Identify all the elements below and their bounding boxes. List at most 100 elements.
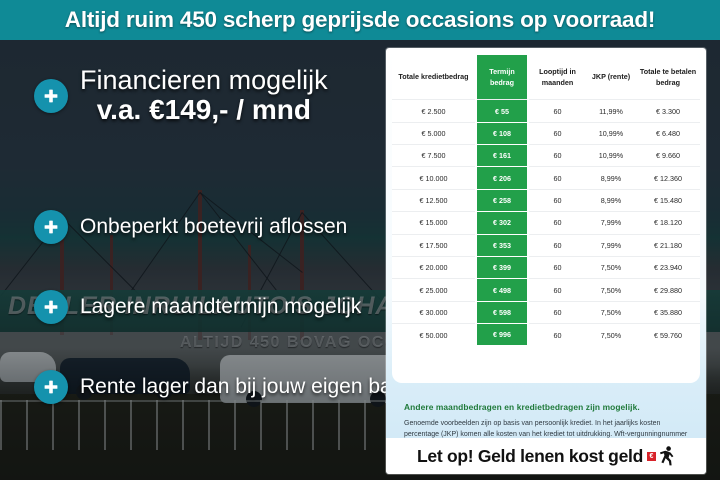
col-header-jkp: JKP (rente) <box>591 72 631 82</box>
cell-looptijd: 60 <box>528 99 586 123</box>
cell-jkp: 11,99% <box>586 99 636 123</box>
cell-krediet: € 2.500 <box>392 99 476 123</box>
table-head: Totale kredietbedrag Termijn bedrag Loop… <box>392 53 700 100</box>
credit-table: Totale kredietbedrag Termijn bedrag Loop… <box>392 53 700 348</box>
cell-looptijd: 60 <box>528 278 586 302</box>
table-row: € 12.500 € 258 60 8,99% € 15.480 <box>392 188 700 212</box>
cell-totaal: € 6.480 <box>636 121 700 145</box>
walking-man-icon <box>659 446 674 466</box>
cell-termijn: € 161 <box>475 144 529 167</box>
cell-termijn: € 55 <box>475 99 529 123</box>
credit-info-card: Totale kredietbedrag Termijn bedrag Loop… <box>386 48 706 474</box>
cell-totaal: € 23.940 <box>636 255 700 279</box>
cell-termijn: € 108 <box>475 121 529 145</box>
table-row: € 5.000 € 108 60 10,99% € 6.480 <box>392 121 700 145</box>
feature-item-aflossen[interactable]: Onbeperkt boetevrij aflossen <box>34 210 347 244</box>
cell-looptijd: 60 <box>528 233 586 257</box>
cell-looptijd: 60 <box>528 323 586 347</box>
cell-looptijd: 60 <box>528 300 586 324</box>
cell-jkp: 7,50% <box>586 255 636 279</box>
table-body: € 2.500 € 55 60 11,99% € 3.300 € 5.000 € 108 60… <box>392 99 700 348</box>
cell-krediet: € 7.500 <box>392 144 476 167</box>
cell-termijn: € 206 <box>475 166 529 190</box>
plus-icon <box>34 78 68 113</box>
cell-jkp: 8,99% <box>586 166 636 190</box>
feature-label: Rente lager dan bij jouw eigen bank <box>80 374 414 398</box>
cell-jkp: 7,50% <box>586 300 636 324</box>
cell-jkp: 7,99% <box>586 211 636 235</box>
plus-icon <box>34 370 68 404</box>
cell-termijn: € 498 <box>475 278 529 302</box>
red-square-icon: € <box>646 451 656 461</box>
hero-line-2: v.a. €149,- / mnd <box>96 94 311 126</box>
cell-krediet: € 12.500 <box>392 188 476 212</box>
cell-termijn: € 399 <box>475 255 529 279</box>
cell-jkp: 10,99% <box>586 121 636 145</box>
cell-krediet: € 25.000 <box>392 278 476 302</box>
feature-item-financiering[interactable]: Financieren mogelijk v.a. €149,- / mnd <box>34 65 380 126</box>
cell-totaal: € 35.880 <box>636 300 700 324</box>
feature-label: Onbeperkt boetevrij aflossen <box>80 214 348 238</box>
cell-looptijd: 60 <box>528 188 586 212</box>
warning-text: Let op! Geld lenen kost geld <box>417 445 643 466</box>
warning-icons: € <box>646 446 675 466</box>
cell-totaal: € 29.880 <box>636 278 700 302</box>
cell-termijn: € 302 <box>475 211 529 235</box>
credit-table-panel: Totale kredietbedrag Termijn bedrag Loop… <box>392 53 700 383</box>
hero-line-1: Financieren mogelijk <box>80 65 328 95</box>
banner-headline: Altijd ruim 450 scherp geprijsde occasio… <box>64 7 656 32</box>
table-row: € 15.000 € 302 60 7,99% € 18.120 <box>392 211 700 235</box>
plus-icon <box>34 290 68 324</box>
table-row: € 25.000 € 498 60 7,50% € 29.880 <box>392 278 700 302</box>
feature-label: Lagere maandtermijn mogelijk <box>80 294 362 318</box>
cell-totaal: € 15.480 <box>636 188 700 212</box>
cell-krediet: € 5.000 <box>392 121 476 145</box>
cell-jkp: 7,50% <box>586 323 636 347</box>
fence <box>0 400 420 450</box>
cell-totaal: € 9.660 <box>636 144 700 167</box>
col-header-totaal: Totale te betalen bedrag <box>639 66 697 87</box>
cell-termijn: € 598 <box>475 300 529 324</box>
cell-looptijd: 60 <box>528 166 586 190</box>
cell-termijn: € 353 <box>475 233 529 257</box>
feature-item-rente[interactable]: Rente lager dan bij jouw eigen bank <box>34 370 414 404</box>
cell-krediet: € 30.000 <box>392 300 476 324</box>
cell-looptijd: 60 <box>528 211 586 235</box>
table-row: € 7.500 € 161 60 10,99% € 9.660 <box>392 144 700 167</box>
table-row: € 30.000 € 598 60 7,50% € 35.880 <box>392 300 700 324</box>
cell-looptijd: 60 <box>528 255 586 279</box>
feature-hero-text: Financieren mogelijk v.a. €149,- / mnd <box>80 65 328 126</box>
cell-termijn: € 996 <box>475 323 529 348</box>
plus-icon <box>34 210 68 244</box>
warning-banner: Let op! Geld lenen kost geld € <box>386 438 706 474</box>
table-row: € 20.000 € 399 60 7,50% € 23.940 <box>392 255 700 279</box>
cell-krediet: € 15.000 <box>392 211 476 235</box>
cell-totaal: € 21.180 <box>636 233 700 257</box>
col-header-looptijd: Looptijd in maanden <box>539 66 576 87</box>
col-header-kredietbedrag: Totale kredietbedrag <box>398 72 469 82</box>
cell-totaal: € 12.360 <box>636 166 700 190</box>
cell-krediet: € 50.000 <box>392 323 476 347</box>
note-title: Andere maandbedragen en kredietbedragen … <box>404 402 640 412</box>
cell-termijn: € 258 <box>475 188 529 212</box>
cell-jkp: 7,99% <box>586 233 636 257</box>
table-header-row: Totale kredietbedrag Termijn bedrag Loop… <box>392 53 700 100</box>
table-row: € 17.500 € 353 60 7,99% € 21.180 <box>392 233 700 257</box>
top-banner: Altijd ruim 450 scherp geprijsde occasio… <box>0 0 720 40</box>
cell-krediet: € 17.500 <box>392 233 476 257</box>
table-row: € 10.000 € 206 60 8,99% € 12.360 <box>392 166 700 190</box>
cell-krediet: € 20.000 <box>392 255 476 279</box>
cell-jkp: 10,99% <box>586 144 636 167</box>
cell-looptijd: 60 <box>528 144 586 167</box>
table-row: € 2.500 € 55 60 11,99% € 3.300 <box>392 99 700 123</box>
cell-jkp: 8,99% <box>586 188 636 212</box>
cell-totaal: € 18.120 <box>636 211 700 235</box>
cell-jkp: 7,50% <box>586 278 636 302</box>
cell-totaal: € 59.760 <box>636 323 700 347</box>
col-header-termijnbedrag: Termijn bedrag <box>475 53 529 100</box>
table-row: € 50.000 € 996 60 7,50% € 59.760 <box>392 323 700 348</box>
feature-item-maandtermijn[interactable]: Lagere maandtermijn mogelijk <box>34 290 361 324</box>
cell-krediet: € 10.000 <box>392 166 476 190</box>
car-dark <box>60 358 190 400</box>
